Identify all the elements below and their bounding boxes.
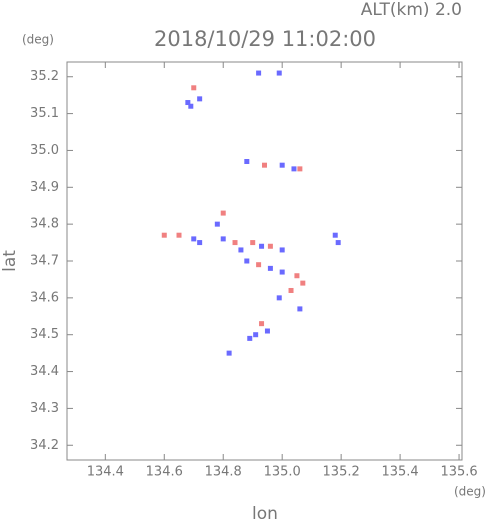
subtitle: ALT(km) 2.0 xyxy=(361,0,462,20)
y-tick-label: 35.1 xyxy=(30,106,59,121)
point xyxy=(279,269,285,275)
point xyxy=(244,258,250,264)
x-label: lon xyxy=(252,504,278,521)
y-tick-label: 34.9 xyxy=(30,180,59,195)
x-unit: (deg) xyxy=(454,485,486,499)
point xyxy=(276,70,282,76)
point xyxy=(244,159,250,164)
point xyxy=(300,280,306,286)
point xyxy=(297,166,303,172)
point xyxy=(197,240,203,246)
point xyxy=(279,162,285,168)
point xyxy=(250,240,256,246)
point xyxy=(332,232,338,238)
y-tick-label: 34.8 xyxy=(30,217,59,232)
point xyxy=(335,240,341,246)
point xyxy=(197,96,203,102)
y-tick-label: 34.2 xyxy=(30,438,59,453)
y-tick-label: 34.3 xyxy=(30,401,59,416)
point xyxy=(294,273,300,279)
point xyxy=(267,265,273,271)
point xyxy=(247,335,253,341)
y-tick-label: 34.6 xyxy=(30,290,59,305)
x-tick-label: 134.6 xyxy=(146,465,183,480)
point xyxy=(185,100,191,106)
point xyxy=(220,210,226,216)
point xyxy=(220,236,226,242)
y-unit: (deg) xyxy=(22,33,54,47)
point xyxy=(191,236,197,242)
point xyxy=(256,262,262,268)
point xyxy=(264,328,270,334)
x-tick-label: 135.2 xyxy=(323,465,360,480)
point xyxy=(161,232,167,238)
point xyxy=(191,85,197,91)
x-tick-label: 134.4 xyxy=(87,465,124,480)
point xyxy=(188,103,194,109)
y-tick-label: 35.0 xyxy=(30,143,59,158)
point xyxy=(238,247,244,253)
x-tick-label: 135.4 xyxy=(381,465,418,480)
point xyxy=(253,332,259,338)
point xyxy=(256,70,262,76)
point xyxy=(288,287,294,293)
y-tick-label: 34.7 xyxy=(30,254,59,269)
point xyxy=(291,166,297,172)
point xyxy=(267,243,273,249)
chart-title: 2018/10/29 11:02:00 xyxy=(154,27,376,51)
point xyxy=(176,232,182,238)
point xyxy=(214,221,220,227)
point xyxy=(297,306,303,312)
y-label: lat xyxy=(0,250,20,272)
point xyxy=(276,295,282,301)
point xyxy=(259,243,265,249)
x-tick-label: 135.0 xyxy=(264,465,301,480)
point xyxy=(262,162,267,168)
y-tick-label: 34.5 xyxy=(30,327,59,342)
point xyxy=(232,240,238,246)
plot-frame xyxy=(66,61,463,461)
x-tick-label: 134.8 xyxy=(205,465,242,480)
x-tick-label: 135.6 xyxy=(440,465,477,480)
y-tick-label: 35.2 xyxy=(30,69,59,84)
y-tick-label: 34.4 xyxy=(30,364,59,379)
point xyxy=(279,247,285,253)
point xyxy=(259,321,265,327)
point xyxy=(226,350,232,356)
